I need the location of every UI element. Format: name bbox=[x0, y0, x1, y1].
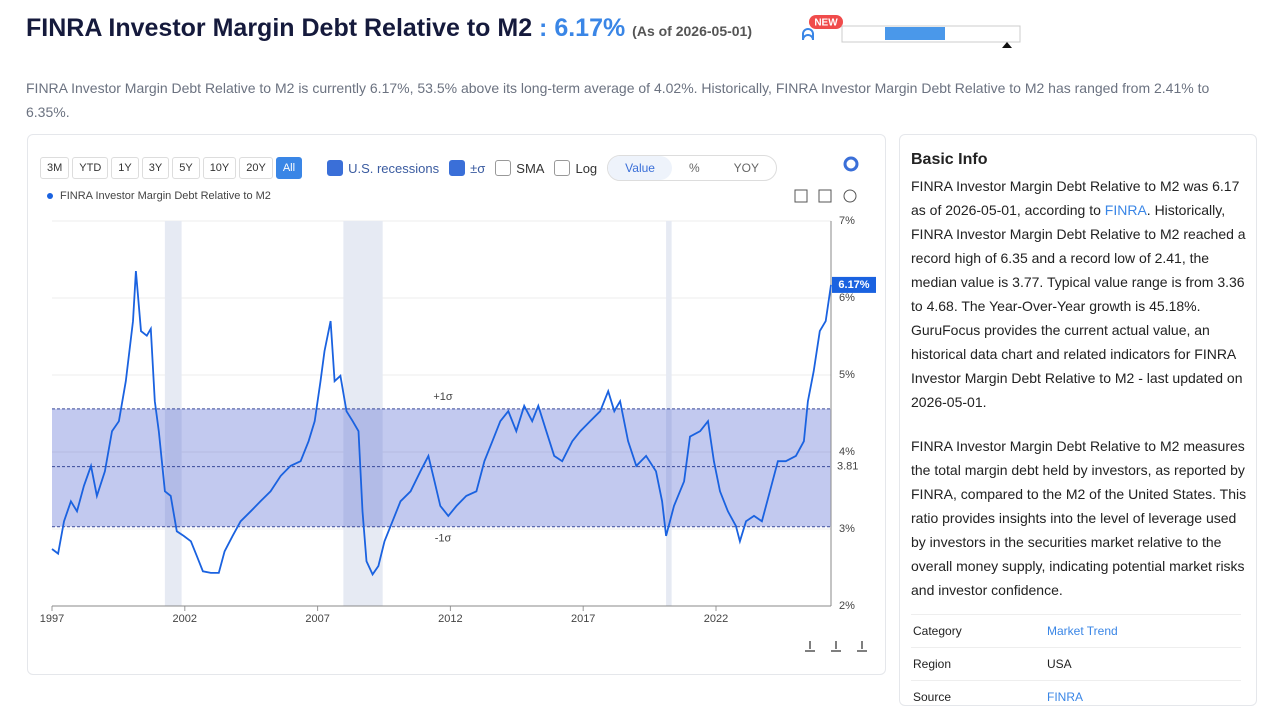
x-tick-label: 2022 bbox=[704, 613, 728, 625]
info-key: Category bbox=[911, 615, 1045, 648]
zoom-out-icon bbox=[819, 190, 831, 202]
zoom-in-icon bbox=[795, 190, 807, 202]
info-key: Region bbox=[911, 648, 1045, 681]
sigma-label: +1σ bbox=[433, 391, 453, 403]
current-value: : 6.17% bbox=[539, 14, 625, 42]
info-paragraph: FINRA Investor Margin Debt Relative to M… bbox=[911, 174, 1247, 414]
x-tick-label: 2012 bbox=[438, 613, 462, 625]
legend-label: FINRA Investor Margin Debt Relative to M… bbox=[60, 190, 271, 202]
y-tick-label: 5% bbox=[839, 369, 855, 381]
sigma-band bbox=[52, 409, 831, 527]
info-heading: Basic Info bbox=[911, 148, 1247, 172]
download-icon bbox=[805, 641, 815, 651]
new-badge-text: NEW bbox=[814, 18, 838, 29]
info-paragraph: FINRA Investor Margin Debt Relative to M… bbox=[911, 434, 1247, 602]
mini-chart-arrow bbox=[1002, 42, 1012, 48]
x-tick-label: 2017 bbox=[571, 613, 595, 625]
info-value[interactable]: Market Trend bbox=[1045, 615, 1241, 648]
settings-icon bbox=[845, 158, 857, 170]
info-value: USA bbox=[1045, 648, 1241, 681]
text: . Historically, FINRA Investor Margin De… bbox=[911, 202, 1246, 410]
x-tick-label: 1997 bbox=[40, 613, 64, 625]
info-value[interactable]: FINRA bbox=[1045, 681, 1241, 713]
mini-chart-range bbox=[885, 27, 945, 40]
y-tick-label: 4% bbox=[839, 446, 855, 458]
share-icon bbox=[831, 641, 841, 651]
y-tick-label: 7% bbox=[839, 215, 855, 227]
source-link[interactable]: FINRA bbox=[1105, 202, 1147, 218]
header-widgets: NEW bbox=[795, 12, 1025, 52]
title-row: FINRA Investor Margin Debt Relative to M… bbox=[26, 14, 752, 43]
y-tick-label: 6% bbox=[839, 292, 855, 304]
legend-dot bbox=[47, 193, 53, 199]
sigma-label: -1σ bbox=[435, 533, 452, 545]
description: FINRA Investor Margin Debt Relative to M… bbox=[26, 76, 1226, 124]
chart: FINRA Investor Margin Debt Relative to M… bbox=[28, 135, 885, 674]
bell-icon[interactable] bbox=[803, 29, 813, 40]
as-of: (As of 2026-05-01) bbox=[632, 23, 752, 39]
fullscreen-icon bbox=[857, 641, 867, 651]
info-key: Source bbox=[911, 681, 1045, 713]
y-tick-label: 3% bbox=[839, 523, 855, 535]
x-tick-label: 2007 bbox=[305, 613, 329, 625]
basic-info: Basic Info FINRA Investor Margin Debt Re… bbox=[911, 148, 1247, 713]
current-badge-label: 6.17% bbox=[838, 279, 869, 291]
page: FINRA Investor Margin Debt Relative to M… bbox=[0, 0, 1284, 690]
title: FINRA Investor Margin Debt Relative to M… bbox=[26, 14, 532, 42]
reset-icon bbox=[844, 190, 856, 202]
mean-label: 3.81 bbox=[837, 461, 858, 473]
x-tick-label: 2002 bbox=[173, 613, 197, 625]
y-tick-label: 2% bbox=[839, 600, 855, 612]
